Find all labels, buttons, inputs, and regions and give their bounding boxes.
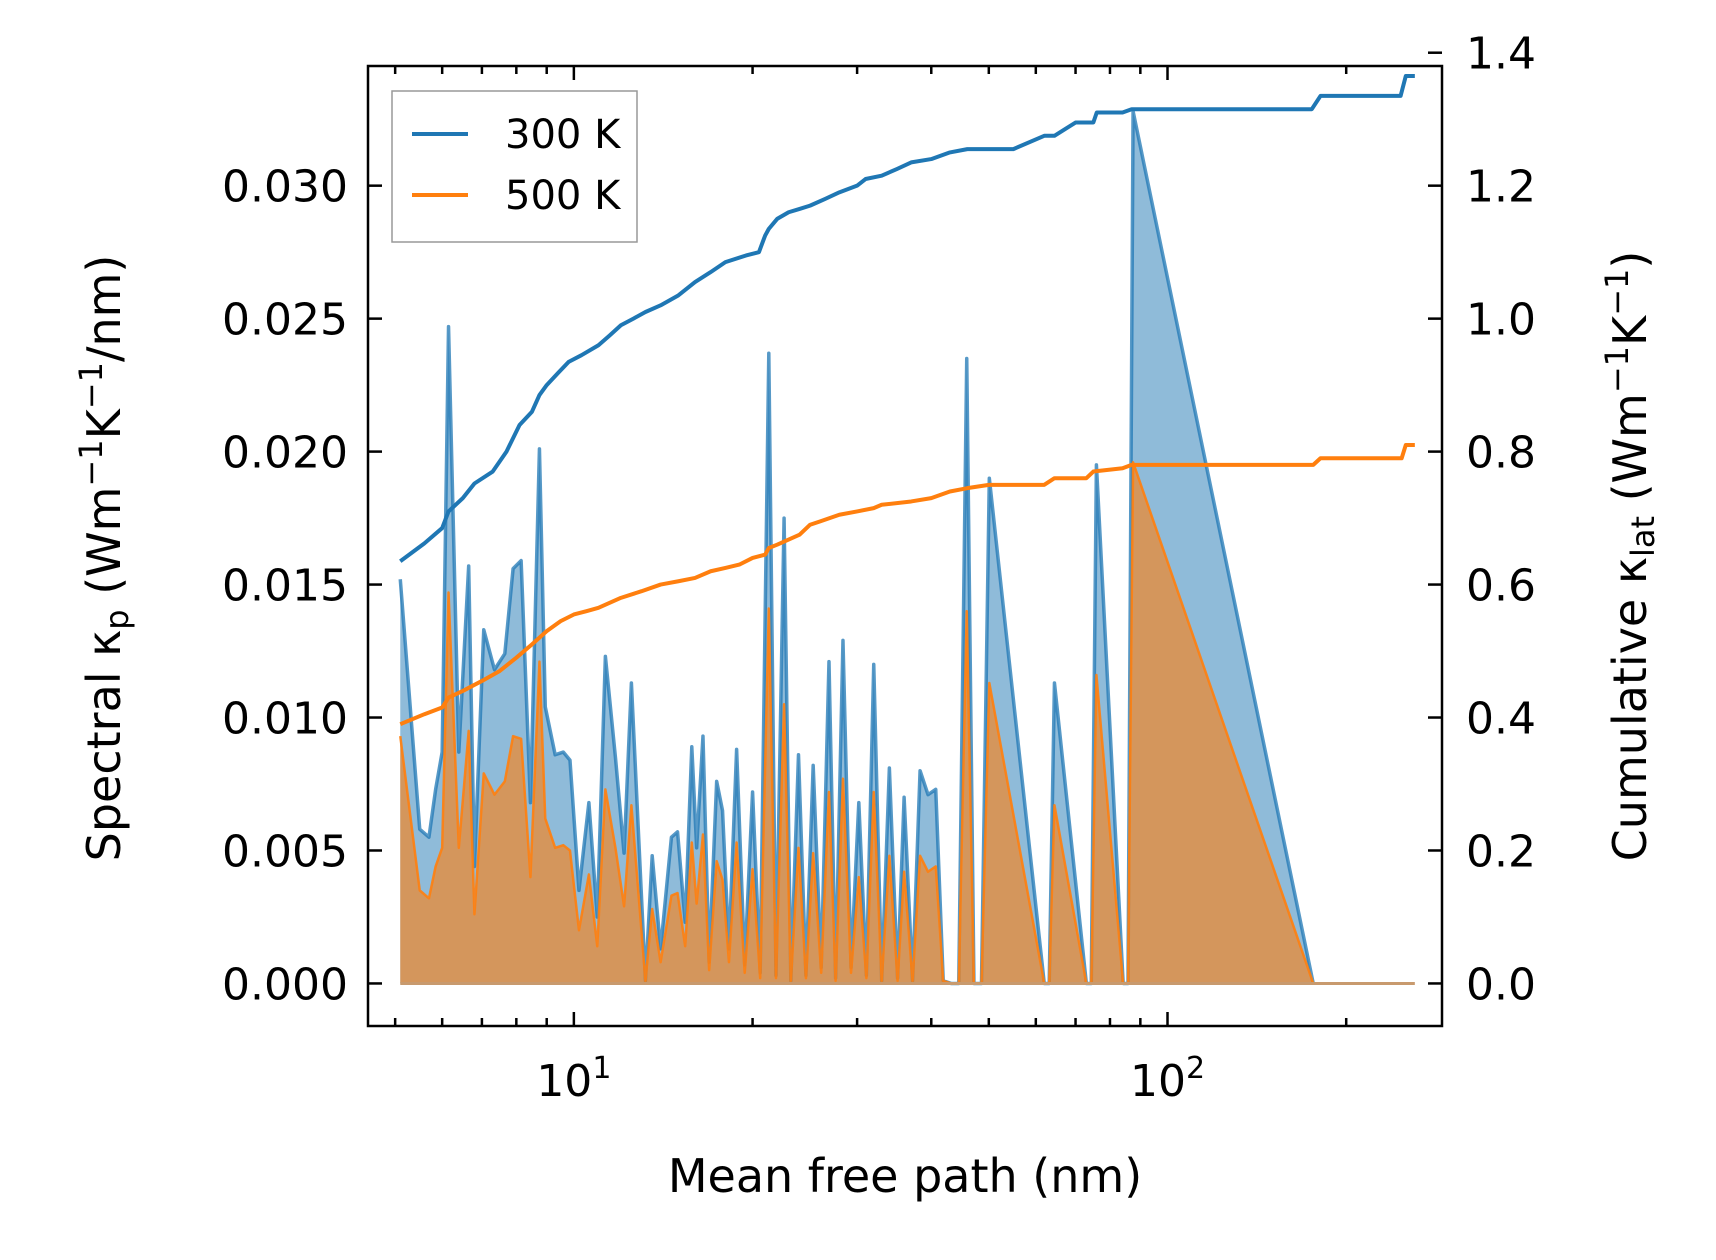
y-left-tick-label: 0.010 bbox=[222, 694, 348, 745]
cumulative-500k-line bbox=[399, 442, 1415, 727]
y-left-label-subscript: p bbox=[98, 609, 136, 629]
legend-box bbox=[391, 90, 638, 243]
y-left-label-unit-close: /nm) bbox=[77, 255, 131, 362]
y-right-tick-label: 1.4 bbox=[1466, 29, 1536, 80]
legend-label-500k: 500 K bbox=[505, 173, 622, 219]
cumulative-300k-line bbox=[399, 73, 1415, 563]
x-tick-label: 102 bbox=[1130, 1051, 1205, 1107]
spectral-500k-line bbox=[399, 460, 1315, 985]
y-left-tick-label: 0.030 bbox=[222, 162, 348, 213]
y-right-tick-label: 1.2 bbox=[1466, 162, 1536, 213]
y-right-label-unit-close: ) bbox=[1603, 251, 1657, 269]
y-right-label-unit-mid: K bbox=[1603, 314, 1657, 346]
y-left-label-unit-mid: K bbox=[77, 407, 131, 439]
ticks-layer: 0.000 0.005 0.010 0.015 0.020 0.025 0.030 0.0 0.… bbox=[222, 29, 1536, 1107]
y-axis-left-label: Spectral κp (Wm−1K−1/nm) bbox=[72, 255, 136, 862]
x-tick-label-base: 10 bbox=[536, 1056, 592, 1107]
y-left-tick-label: 0.015 bbox=[222, 561, 348, 612]
series-layer bbox=[398, 73, 1415, 986]
x-tick-label-exponent: 2 bbox=[1186, 1051, 1205, 1086]
y-left-label-exp2: −1 bbox=[72, 362, 110, 409]
y-right-label-subscript: lat bbox=[1624, 516, 1662, 557]
y-left-label-main: Spectral κ bbox=[77, 630, 131, 862]
legend-label-300k: 300 K bbox=[505, 112, 622, 158]
x-tick-label-base: 10 bbox=[1130, 1056, 1186, 1107]
legend: 300 K 500 K bbox=[391, 90, 638, 243]
x-tick-label: 101 bbox=[536, 1051, 611, 1107]
y-right-label-unit-open: (Wm bbox=[1603, 393, 1657, 516]
y-left-tick-label: 0.005 bbox=[222, 826, 348, 877]
y-axis-right-label: Cumulative κlat (Wm−1K−1) bbox=[1598, 251, 1662, 862]
y-left-label-exp1: −1 bbox=[72, 439, 110, 486]
y-left-label-unit-open: (Wm bbox=[77, 487, 131, 610]
y-right-tick-label: 0.2 bbox=[1466, 826, 1536, 877]
y-left-tick-label: 0.025 bbox=[222, 295, 348, 346]
y-right-tick-label: 0.4 bbox=[1466, 694, 1536, 745]
y-right-tick-label: 1.0 bbox=[1466, 295, 1536, 346]
y-right-tick-label: 0.8 bbox=[1466, 428, 1536, 479]
x-axis-label: Mean free path (nm) bbox=[668, 1149, 1142, 1203]
y-right-label-main: Cumulative κ bbox=[1603, 557, 1657, 861]
y-left-tick-label: 0.000 bbox=[222, 959, 348, 1010]
x-tick-label-exponent: 1 bbox=[592, 1051, 611, 1086]
y-right-tick-label: 0.6 bbox=[1466, 561, 1536, 612]
plot-frame bbox=[366, 64, 1444, 1028]
y-left-tick-label: 0.020 bbox=[222, 428, 348, 479]
y-right-label-exp2: −1 bbox=[1598, 269, 1636, 316]
y-right-label-exp1: −1 bbox=[1598, 346, 1636, 393]
y-right-tick-label: 0.0 bbox=[1466, 959, 1536, 1010]
